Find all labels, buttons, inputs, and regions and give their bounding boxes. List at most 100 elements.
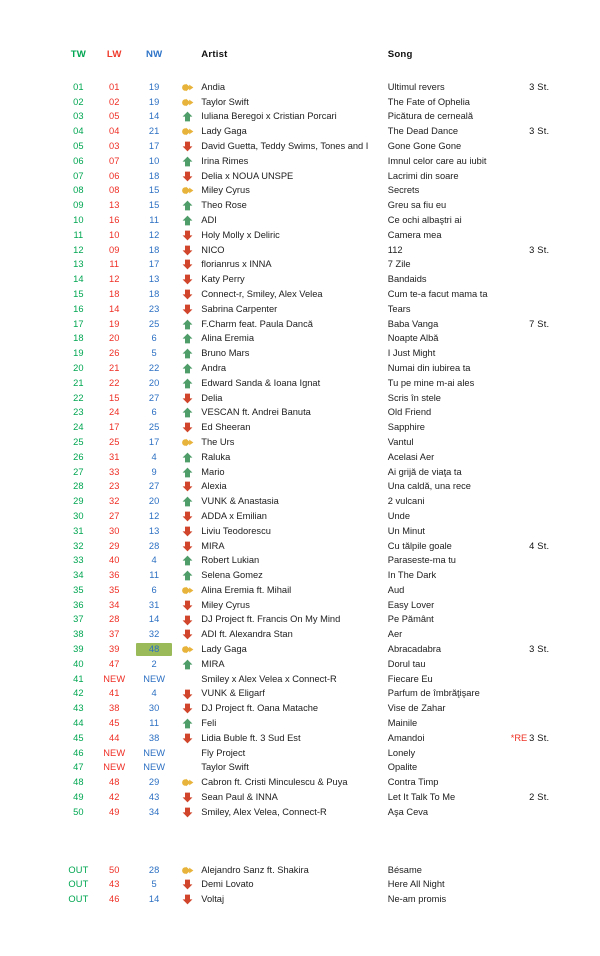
table-row[interactable]: 20 21 22 Andra Numai din iubirea ta [62, 361, 562, 376]
table-row[interactable]: 48 48 29 Cabron ft. Cristi Minculescu & Puy… [62, 775, 562, 790]
table-row[interactable]: 30 27 12 ADDA x Emilian Unde [62, 509, 562, 524]
cell-trend [175, 731, 202, 746]
cell-number-of-weeks: 20 [148, 496, 160, 507]
table-row[interactable]: 45 44 38 Lidia Buble ft. 3 Sud Est Amandoi *R… [62, 731, 562, 746]
table-row[interactable]: 47 NEW NEW Taylor Swift Opalite [62, 760, 562, 775]
table-row[interactable]: 16 14 23 Sabrina Carpenter Tears [62, 302, 562, 317]
cell-number-of-weeks: NEW [143, 673, 166, 684]
cell-this-week: 40 [73, 658, 84, 669]
table-row[interactable]: 09 13 15 Theo Rose Greu sa fiu eu [62, 198, 562, 213]
arrow-down-icon [181, 481, 194, 492]
table-row[interactable]: 14 12 13 Katy Perry Bandaids [62, 272, 562, 287]
cell-weeks-stationary [529, 509, 562, 524]
cell-last-week: 34 [108, 599, 120, 610]
cell-song: Tu pe mine m-ai ales [387, 377, 475, 388]
re-entry-marker [511, 479, 529, 494]
cell-trend [175, 877, 202, 892]
table-row[interactable]: 19 26 5 Bruno Mars I Just Might [62, 346, 562, 361]
cell-song: Tears [387, 303, 411, 314]
table-row[interactable]: 22 15 27 Delia Scris în stele [62, 391, 562, 406]
cell-weeks-stationary [529, 553, 562, 568]
cell-trend [175, 598, 202, 613]
table-row[interactable]: 21 22 20 Edward Sanda & Ioana Ignat Tu pe mi… [62, 376, 562, 391]
re-entry-marker [511, 213, 529, 228]
table-row[interactable]: 12 09 18 NICO 112 3 St. [62, 243, 562, 258]
table-row[interactable]: 17 19 25 F.Charm feat. Paula Dancă Baba Vang… [62, 317, 562, 332]
cell-this-week: 01 [73, 81, 84, 92]
table-row[interactable]: 18 20 6 Alina Eremia Noapte Albă [62, 331, 562, 346]
table-row[interactable]: 49 42 43 Sean Paul & INNA Let It Talk To Me 2… [62, 790, 562, 805]
table-row[interactable]: 38 37 32 ADI ft. Alexandra Stan Aer [62, 627, 562, 642]
cell-artist: The Urs [201, 436, 235, 447]
out-table-row[interactable]: OUT 50 28 Alejandro Sanz ft. Shakira Bésame [62, 863, 562, 878]
cell-number-of-weeks: 15 [148, 185, 160, 196]
table-row[interactable]: 50 49 34 Smiley, Alex Velea, Connect-R Aşa C… [62, 805, 562, 820]
cell-weeks-stationary [529, 302, 562, 317]
table-row[interactable]: 35 35 6 Alina Eremia ft. Mihail Aud [62, 583, 562, 598]
re-entry-marker [511, 139, 529, 154]
out-table-row[interactable]: OUT 43 5 Demi Lovato Here All Night [62, 877, 562, 892]
table-row[interactable]: 34 36 11 Selena Gomez In The Dark [62, 568, 562, 583]
cell-artist: Delia [201, 392, 223, 403]
table-row[interactable]: 26 31 4 Raluka Acelasi Aer [62, 450, 562, 465]
table-row[interactable]: 40 47 2 MIRA Dorul tau [62, 657, 562, 672]
cell-trend [175, 169, 202, 184]
re-entry-marker [511, 154, 529, 169]
table-row[interactable]: 24 17 25 Ed Sheeran Sapphire [62, 420, 562, 435]
cell-this-week: 49 [73, 792, 84, 803]
table-row[interactable]: 33 40 4 Robert Lukian Paraseste-ma tu [62, 553, 562, 568]
cell-trend [175, 198, 202, 213]
table-row[interactable]: 02 02 19 Taylor Swift The Fate of Ophelia [62, 95, 562, 110]
cell-trend [175, 213, 202, 228]
cell-trend [175, 509, 202, 524]
arrow-down-icon [181, 792, 194, 803]
re-entry-marker [511, 391, 529, 406]
table-row[interactable]: 01 01 19 Andia Ultimul revers 3 St. [62, 80, 562, 95]
table-row[interactable]: 10 16 11 ADI Ce ochi albaştri ai [62, 213, 562, 228]
table-row[interactable]: 25 25 17 The Urs Vantul [62, 435, 562, 450]
cell-song: Easy Lover [387, 599, 435, 610]
table-row[interactable]: 42 41 4 VUNK & Eligarf Parfum de îmbrăţişare [62, 686, 562, 701]
table-row[interactable]: 07 06 18 Delia x NOUA UNSPE Lacrimi din soar… [62, 169, 562, 184]
table-row[interactable]: 29 32 20 VUNK & Anastasia 2 vulcani [62, 494, 562, 509]
table-row[interactable]: 27 33 9 Mario Ai grijă de viaţa ta [62, 465, 562, 480]
table-row[interactable]: 32 29 28 MIRA Cu tălpile goale 4 St. [62, 539, 562, 554]
cell-number-of-weeks: 22 [148, 362, 160, 373]
table-row[interactable]: 03 05 14 Iuliana Beregoi x Cristian Porcari… [62, 109, 562, 124]
cell-song: Amandoi [387, 732, 425, 743]
cell-trend [175, 391, 202, 406]
table-row[interactable]: 05 03 17 David Guetta, Teddy Swims, Tones a… [62, 139, 562, 154]
table-row[interactable]: 36 34 31 Miley Cyrus Easy Lover [62, 598, 562, 613]
cell-number-of-weeks: 4 [151, 688, 157, 699]
table-row[interactable]: 08 08 15 Miley Cyrus Secrets [62, 183, 562, 198]
table-row[interactable]: 41 NEW NEW Smiley x Alex Velea x Connect-R F… [62, 672, 562, 687]
table-row[interactable]: 15 18 18 Connect-r, Smiley, Alex Velea Cum t… [62, 287, 562, 302]
cell-last-week: 41 [108, 688, 120, 699]
cell-number-of-weeks: 11 [149, 570, 160, 581]
cell-trend [175, 657, 202, 672]
table-row[interactable]: 43 38 30 DJ Project ft. Oana Matache Vise de… [62, 701, 562, 716]
table-row[interactable]: 44 45 11 Feli Mainile [62, 716, 562, 731]
table-row[interactable]: 46 NEW NEW Fly Project Lonely [62, 746, 562, 761]
table-row[interactable]: 37 28 14 DJ Project ft. Francis On My Mind P… [62, 612, 562, 627]
table-row[interactable]: 13 11 17 florianrus x INNA 7 Zile [62, 257, 562, 272]
arrow-none-icon [181, 763, 194, 774]
table-row[interactable]: 11 10 12 Holy Molly x Deliric Camera mea [62, 228, 562, 243]
out-table-row[interactable]: OUT 46 14 Voltaj Ne-am promis [62, 892, 562, 907]
cell-artist: Connect-r, Smiley, Alex Velea [201, 288, 323, 299]
table-row[interactable]: 23 24 6 VESCAN ft. Andrei Banuta Old Friend [62, 405, 562, 420]
table-row[interactable]: 31 30 13 Liviu Teodorescu Un Minut [62, 524, 562, 539]
cell-last-week: 06 [108, 170, 120, 181]
cell-this-week: 22 [73, 392, 84, 403]
cell-number-of-weeks: 27 [148, 481, 160, 492]
cell-last-week: 01 [108, 81, 120, 92]
cell-artist: VUNK & Anastasia [201, 496, 279, 507]
table-row[interactable]: 04 04 21 Lady Gaga The Dead Dance 3 St. [62, 124, 562, 139]
re-entry-marker [511, 183, 529, 198]
table-row[interactable]: 28 23 27 Alexia Una caldă, una rece [62, 479, 562, 494]
cell-this-week: 26 [73, 451, 84, 462]
table-row[interactable]: 06 07 10 Irina Rimes Imnul celor care au iub… [62, 154, 562, 169]
arrow-down-icon [181, 615, 194, 626]
cell-weeks-stationary [529, 420, 562, 435]
table-row[interactable]: 39 39 48 Lady Gaga Abracadabra 3 St. [62, 642, 562, 657]
